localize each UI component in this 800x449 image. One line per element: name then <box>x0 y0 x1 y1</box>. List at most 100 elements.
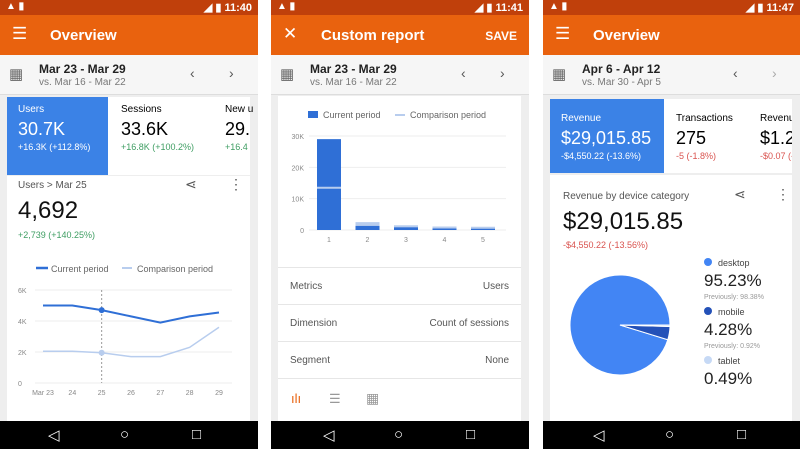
y-tick-label: 10K <box>292 197 305 204</box>
bar-current <box>355 225 380 230</box>
bar-chart-icon[interactable]: ☰ <box>329 391 341 406</box>
save-button[interactable]: SAVE <box>485 29 517 43</box>
date-range-bar[interactable]: ▦ Apr 6 - Apr 12 vs. Mar 30 - Apr 5 ‹ › <box>543 55 800 95</box>
back-icon[interactable]: ◁ <box>323 427 335 444</box>
more-icon[interactable]: ⋮ <box>229 176 243 192</box>
legend-name: mobile <box>718 307 745 317</box>
legend-name: tablet <box>718 356 741 366</box>
tile-new-users[interactable]: New u 29. +16.4 <box>213 97 253 175</box>
date-range-bar[interactable]: ▦ Mar 23 - Mar 29 vs. Mar 16 - Mar 22 ‹ › <box>271 55 529 95</box>
home-icon[interactable]: ○ <box>665 426 675 443</box>
chart-type-row: ılı ☰ ▦ <box>278 378 521 421</box>
highlight-point <box>98 349 105 356</box>
previous-icon[interactable]: ‹ <box>733 65 738 81</box>
y-tick-label: 2K <box>18 350 27 357</box>
calendar-icon[interactable]: ▦ <box>552 66 567 83</box>
next-icon[interactable]: › <box>229 65 234 81</box>
tile-revenue-per[interactable]: Revenue $1.2 -$0.07 (- <box>750 99 792 173</box>
date-range: Apr 6 - Apr 12 <box>582 62 661 76</box>
legend-value: 0.49% <box>704 369 753 388</box>
tile-value: 29. <box>225 119 251 139</box>
signal-icon: ◢ ▮ <box>203 2 225 14</box>
legend-comparison-label: Comparison period <box>137 264 213 274</box>
tile-value: 33.6K <box>121 119 169 139</box>
date-range-bar[interactable]: ▦ Mar 23 - Mar 29 vs. Mar 16 - Mar 22 ‹ › <box>0 55 258 95</box>
series-line-comparison <box>43 326 220 358</box>
menu-icon[interactable]: ☰ <box>12 24 28 43</box>
recents-icon[interactable]: □ <box>466 426 476 443</box>
previous-icon[interactable]: ‹ <box>190 65 195 81</box>
recents-icon[interactable]: □ <box>737 426 747 443</box>
nav-bar: ◁ ○ □ <box>0 421 258 449</box>
x-tick-label: 1 <box>327 237 331 244</box>
tile-sessions[interactable]: Sessions 33.6K +16.8K (+100.2%) <box>110 97 211 175</box>
x-tick-label: 3 <box>404 237 408 244</box>
phone-custom-report: ▲ ▮ ◢ ▮ 11:41 ✕ Custom report SAVE ▦ Mar 23 … <box>271 0 529 449</box>
tile-value: 275 <box>676 128 707 148</box>
warning-icon: ▲ ▮ <box>549 1 568 12</box>
card-title: Revenue by device category <box>563 191 690 202</box>
card-value: 4,692 <box>18 197 79 224</box>
page-title: Overview <box>50 27 117 44</box>
y-tick-label: 4K <box>18 319 27 326</box>
share-icon[interactable]: ⋖ <box>185 176 197 192</box>
tile-label: New u <box>225 104 253 115</box>
back-icon[interactable]: ◁ <box>593 427 605 444</box>
previous-icon[interactable]: ‹ <box>461 65 466 81</box>
tile-revenue[interactable]: Revenue $29,015.85 -$4,550.22 (-13.6%) <box>550 99 664 173</box>
row-value: Users <box>482 281 509 292</box>
tile-users[interactable]: Users 30.7K +16.3K (+112.8%) <box>7 97 108 175</box>
legend-current-swatch <box>308 111 318 118</box>
next-icon[interactable]: › <box>500 65 505 81</box>
line-chart: Current period Comparison period 0 2K 4K 6K Ma… <box>18 264 232 397</box>
metric-tiles: Users 30.7K +16.3K (+112.8%) Sessions 33.6K… <box>7 97 253 175</box>
tile-transactions[interactable]: Transactions 275 -5 (-1.8%) <box>666 99 748 173</box>
highlight-point <box>98 307 105 314</box>
card-value: $29,015.85 <box>563 208 684 235</box>
date-range: Mar 23 - Mar 29 <box>310 62 397 76</box>
date-range: Mar 23 - Mar 29 <box>39 62 126 76</box>
close-icon[interactable]: ✕ <box>283 24 298 43</box>
legend-previous: Previously: 0.92% <box>704 343 761 350</box>
home-icon[interactable]: ○ <box>394 426 404 443</box>
pie-slice-tablet <box>619 324 671 328</box>
bar-current <box>394 227 418 230</box>
series-line-current <box>43 304 220 324</box>
status-bar: ▲ ▮ ◢ ▮ 11:41 <box>271 0 529 15</box>
legend-comparison-label: Comparison period <box>410 110 486 120</box>
calendar-icon[interactable]: ▦ <box>9 66 24 83</box>
home-icon[interactable]: ○ <box>120 426 130 443</box>
card-change: +2,739 (+140.25%) <box>18 230 96 240</box>
compare-range: vs. Mar 16 - Mar 22 <box>39 77 126 88</box>
metric-tiles: Revenue $29,015.85 -$4,550.22 (-13.6%) Tra… <box>550 99 792 173</box>
table-icon[interactable]: ▦ <box>366 390 380 406</box>
tile-value: 30.7K <box>18 119 66 139</box>
x-tick-label: 24 <box>68 390 76 397</box>
tile-label: Sessions <box>121 104 162 115</box>
bar-current <box>471 228 495 230</box>
tile-value: $29,015.85 <box>561 128 652 148</box>
back-icon[interactable]: ◁ <box>48 427 60 444</box>
calendar-icon[interactable]: ▦ <box>280 66 295 83</box>
warning-icon: ▲ ▮ <box>277 1 296 12</box>
x-tick-label: 26 <box>127 390 135 397</box>
tile-label: Revenue <box>561 113 602 124</box>
tile-change: +16.8K (+100.2%) <box>121 142 195 152</box>
dimension-row[interactable]: Dimension Count of sessions <box>278 304 521 341</box>
tile-change: -$4,550.22 (-13.6%) <box>561 151 642 161</box>
legend-current-label: Current period <box>323 110 381 120</box>
more-icon[interactable]: ⋮ <box>776 186 790 202</box>
nav-bar: ◁ ○ □ <box>271 421 529 449</box>
column-chart-icon[interactable]: ılı <box>291 391 302 406</box>
segment-row[interactable]: Segment None <box>278 341 521 378</box>
x-tick-label: 29 <box>215 390 223 397</box>
tile-label: Transactions <box>676 113 733 124</box>
y-tick-label: 0 <box>300 228 304 235</box>
bar-chart: Current period Comparison period 0 10K 20K 30… <box>292 110 506 244</box>
next-icon[interactable]: › <box>772 65 777 81</box>
metrics-row[interactable]: Metrics Users <box>278 267 521 304</box>
recents-icon[interactable]: □ <box>192 426 202 443</box>
menu-icon[interactable]: ☰ <box>555 24 571 43</box>
share-icon[interactable]: ⋖ <box>734 186 746 202</box>
toolbar: ☰ Overview <box>0 15 258 55</box>
